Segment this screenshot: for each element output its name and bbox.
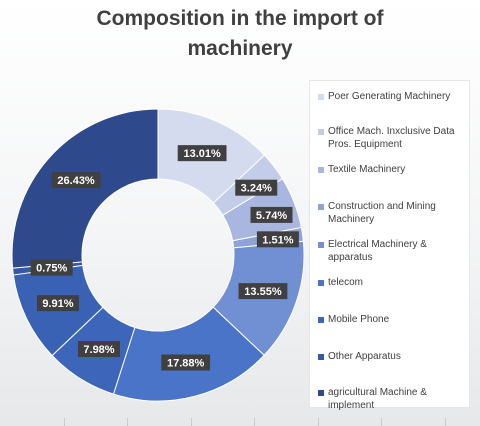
data-label-box	[51, 172, 101, 189]
legend-swatch	[318, 204, 324, 210]
legend-label: Office Mach. Inxclusive Data Pros. Equip…	[328, 126, 455, 150]
axis-tick	[318, 418, 319, 426]
data-label: 7.98%	[77, 341, 120, 358]
legend: Poer Generating Machinery Office Mach. In…	[309, 80, 470, 411]
chart-title-line-1: Composition in the import of	[96, 7, 384, 30]
legend-label: Electrical Machinery & apparatus	[328, 239, 427, 263]
data-label-box	[238, 283, 288, 300]
data-label: 5.74%	[250, 206, 293, 223]
legend-item: Construction and Mining Machinery	[318, 201, 470, 226]
data-label-text: 13.01%	[183, 148, 221, 160]
legend-swatch	[318, 167, 324, 173]
data-label: 13.55%	[238, 283, 288, 300]
data-label-box	[36, 295, 79, 312]
legend-item: Other Apparatus	[318, 351, 470, 364]
axis-tick	[254, 418, 255, 426]
legend-item: agricultural Machine & implement	[318, 387, 470, 412]
legend-label: agricultural Machine & implement	[328, 387, 427, 411]
axis-tick	[191, 418, 192, 426]
legend-label: telecom	[328, 277, 364, 288]
data-label-text: 13.55%	[244, 286, 282, 298]
data-label-box	[235, 179, 278, 196]
chart-title: Composition in the import of machinery	[0, 4, 480, 74]
chart-title-line-2: machinery	[187, 37, 293, 60]
data-label: 9.91%	[36, 295, 79, 312]
data-label-text: 5.74%	[256, 210, 287, 222]
data-label-text: 0.75%	[36, 263, 67, 275]
legend-swatch	[318, 317, 324, 323]
data-label: 13.01%	[177, 145, 227, 162]
axis-tick	[127, 418, 128, 426]
legend-label: Poer Generating Machinery	[328, 91, 451, 102]
data-label: 3.24%	[235, 179, 278, 196]
legend-label: Textile Machinery	[328, 164, 406, 175]
data-label: 1.51%	[256, 231, 299, 248]
donut-data-labels: 13.01% 3.24% 5.74% 1.51% 13.55% 17.88% 7.98% 9.…	[30, 145, 299, 371]
data-label-box	[30, 259, 73, 276]
data-label-text: 1.51%	[262, 234, 293, 246]
data-label-box	[177, 145, 227, 162]
data-label-box	[250, 206, 293, 223]
legend-swatch	[318, 354, 324, 360]
axis-tick	[64, 418, 65, 426]
data-label: 26.43%	[51, 172, 101, 189]
data-label: 0.75%	[30, 259, 73, 276]
legend-item: Mobile Phone	[318, 314, 470, 327]
data-label-text: 26.43%	[57, 175, 95, 187]
data-label-box	[77, 341, 120, 358]
legend-swatch	[318, 390, 324, 396]
data-label-text: 7.98%	[83, 344, 114, 356]
legend-swatch	[318, 129, 324, 135]
data-label: 17.88%	[161, 354, 211, 371]
data-label-text: 9.91%	[42, 298, 73, 310]
legend-label: Other Apparatus	[328, 351, 401, 362]
legend-swatch	[318, 94, 324, 100]
legend-item: Electrical Machinery & apparatus	[318, 239, 470, 264]
axis-tick	[381, 418, 382, 426]
data-label-text: 3.24%	[241, 183, 272, 195]
data-label-box	[256, 231, 299, 248]
legend-label: Construction and Mining Machinery	[328, 201, 436, 225]
legend-label: Mobile Phone	[328, 314, 390, 325]
legend-item: Textile Machinery	[318, 164, 470, 177]
axis-tick	[445, 418, 446, 426]
donut-slice	[11, 108, 159, 269]
legend-item: Office Mach. Inxclusive Data Pros. Equip…	[318, 126, 470, 151]
legend-swatch	[318, 242, 324, 248]
data-label-box	[161, 354, 211, 371]
data-label-text: 17.88%	[167, 357, 205, 369]
donut-slices	[11, 108, 305, 402]
legend-swatch	[318, 280, 324, 286]
legend-item: telecom	[318, 277, 470, 290]
donut-slice	[112, 306, 265, 402]
legend-item: Poer Generating Machinery	[318, 91, 470, 104]
